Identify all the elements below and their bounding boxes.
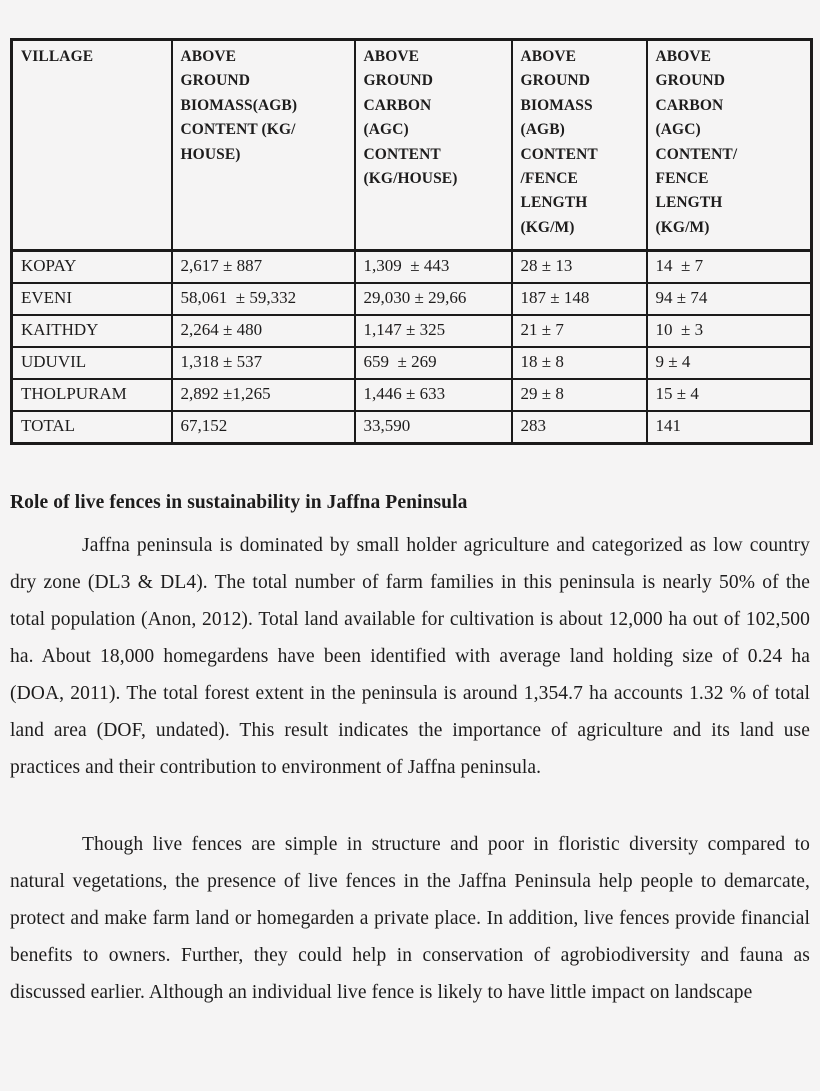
value-cell: 659 ± 269	[353, 346, 513, 380]
table-row: KOPAY 2,617 ± 887 1,309 ± 443 28 ± 13 14 ± 7	[10, 249, 813, 284]
value-cell: 2,264 ± 480	[170, 314, 356, 348]
value-cell: 9 ± 4	[645, 346, 813, 380]
table-row: KAITHDY 2,264 ± 480 1,147 ± 325 21 ± 7 10 ± …	[10, 314, 813, 348]
value-cell: 187 ± 148	[510, 282, 648, 316]
value-cell: 58,061 ± 59,332	[170, 282, 356, 316]
village-cell: KOPAY	[10, 249, 173, 284]
value-cell: 14 ± 7	[645, 249, 813, 284]
value-cell: 28 ± 13	[510, 249, 648, 284]
table-row: TOTAL 67,152 33,590 283 141	[10, 410, 813, 445]
table-header-cell: ABOVE GROUND BIOMASS(AGB) CONTENT (KG/ H…	[170, 38, 356, 252]
value-cell: 29 ± 8	[510, 378, 648, 412]
table-row: EVENI 58,061 ± 59,332 29,030 ± 29,66 187 ± …	[10, 282, 813, 316]
value-cell: 283	[510, 410, 648, 445]
value-cell: 33,590	[353, 410, 513, 445]
value-cell: 2,617 ± 887	[170, 249, 356, 284]
value-cell: 10 ± 3	[645, 314, 813, 348]
biomass-carbon-table: VILLAGE ABOVE GROUND BIOMASS(AGB) CONTENT…	[10, 38, 813, 445]
village-cell: EVENI	[10, 282, 173, 316]
value-cell: 2,892 ±1,265	[170, 378, 356, 412]
paragraph-live-fences: Though live fences are simple in structu…	[10, 834, 810, 1003]
document-page: VILLAGE ABOVE GROUND BIOMASS(AGB) CONTENT…	[10, 0, 813, 1011]
table-body: KOPAY 2,617 ± 887 1,309 ± 443 28 ± 13 14 ± 7…	[10, 249, 813, 445]
table-header-cell: VILLAGE	[10, 38, 173, 252]
table-header-cell: ABOVE GROUND CARBON (AGC) CONTENT/ FENCE…	[645, 38, 813, 252]
village-cell: KAITHDY	[10, 314, 173, 348]
value-cell: 18 ± 8	[510, 346, 648, 380]
section-heading: Role of live fences in sustainability in…	[10, 492, 468, 513]
table-row: THOLPURAM 2,892 ±1,265 1,446 ± 633 29 ± 8 15…	[10, 378, 813, 412]
value-cell: 15 ± 4	[645, 378, 813, 412]
village-cell: UDUVIL	[10, 346, 173, 380]
value-cell: 21 ± 7	[510, 314, 648, 348]
value-cell: 141	[645, 410, 813, 445]
village-cell: TOTAL	[10, 410, 173, 445]
value-cell: 1,318 ± 537	[170, 346, 356, 380]
village-cell: THOLPURAM	[10, 378, 173, 412]
table-header-cell: ABOVE GROUND CARBON (AGC) CONTENT (KG/HO…	[353, 38, 513, 252]
table-header-row: VILLAGE ABOVE GROUND BIOMASS(AGB) CONTENT…	[10, 38, 813, 252]
paragraph-jaffna-agriculture: Jaffna peninsula is dominated by small h…	[10, 535, 810, 778]
value-cell: 94 ± 74	[645, 282, 813, 316]
value-cell: 1,147 ± 325	[353, 314, 513, 348]
value-cell: 1,309 ± 443	[353, 249, 513, 284]
value-cell: 1,446 ± 633	[353, 378, 513, 412]
value-cell: 67,152	[170, 410, 356, 445]
table-header-cell: ABOVE GROUND BIOMASS (AGB) CONTENT /FENC…	[510, 38, 648, 252]
value-cell: 29,030 ± 29,66	[353, 282, 513, 316]
